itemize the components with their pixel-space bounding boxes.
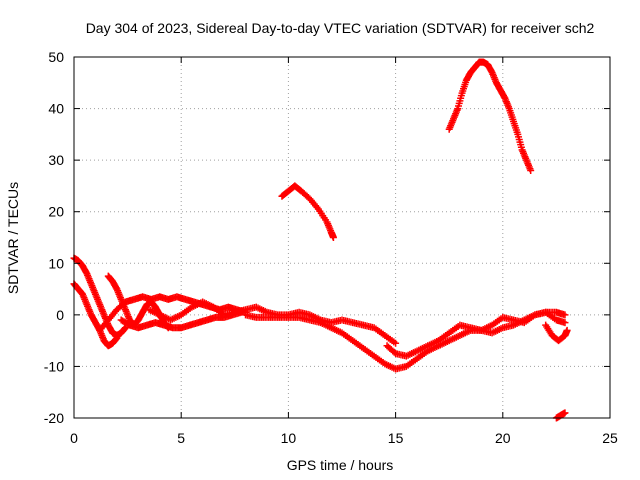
- series-track-l: [552, 409, 569, 422]
- series-track-a: [70, 254, 129, 339]
- series-track-j: [278, 182, 337, 241]
- data-point: [113, 334, 121, 342]
- data-point: [561, 319, 569, 327]
- y-axis-label: SDTVAR / TECUs: [5, 182, 21, 294]
- x-axis-label: GPS time / hours: [287, 457, 394, 473]
- x-tick-label: 10: [281, 430, 297, 446]
- x-tick-label: 20: [495, 430, 511, 446]
- axis-ticks: 0 5 10 15 20 25 -20 -10 0 10 20 30 40 50: [44, 49, 618, 446]
- x-tick-label: 25: [602, 430, 618, 446]
- data-point: [329, 234, 337, 241]
- grid: [74, 57, 610, 418]
- y-tick-label: -10: [44, 358, 64, 374]
- x-tick-label: 15: [388, 430, 404, 446]
- series-track-h: [383, 308, 569, 360]
- data-point: [561, 409, 569, 417]
- y-tick-label: 50: [48, 49, 64, 65]
- y-tick-label: 40: [48, 101, 64, 117]
- x-tick-label: 0: [70, 430, 78, 446]
- data-point: [561, 311, 569, 319]
- y-tick-label: -20: [44, 410, 64, 426]
- y-tick-label: 10: [48, 255, 64, 271]
- series-track-k: [445, 58, 535, 174]
- chart-title: Day 304 of 2023, Sidereal Day-to-day VTE…: [86, 20, 595, 36]
- plot-frame: [73, 56, 611, 419]
- y-tick-label: 30: [48, 152, 64, 168]
- series-track-e: [117, 308, 245, 332]
- data-point: [527, 166, 535, 174]
- data-point: [392, 339, 400, 347]
- y-tick-label: 0: [56, 307, 64, 323]
- data-point: [563, 326, 571, 334]
- series-track-i: [542, 321, 571, 345]
- x-tick-label: 5: [177, 430, 185, 446]
- data-points: [70, 58, 571, 422]
- series-track-f: [145, 298, 400, 347]
- y-tick-label: 20: [48, 204, 64, 220]
